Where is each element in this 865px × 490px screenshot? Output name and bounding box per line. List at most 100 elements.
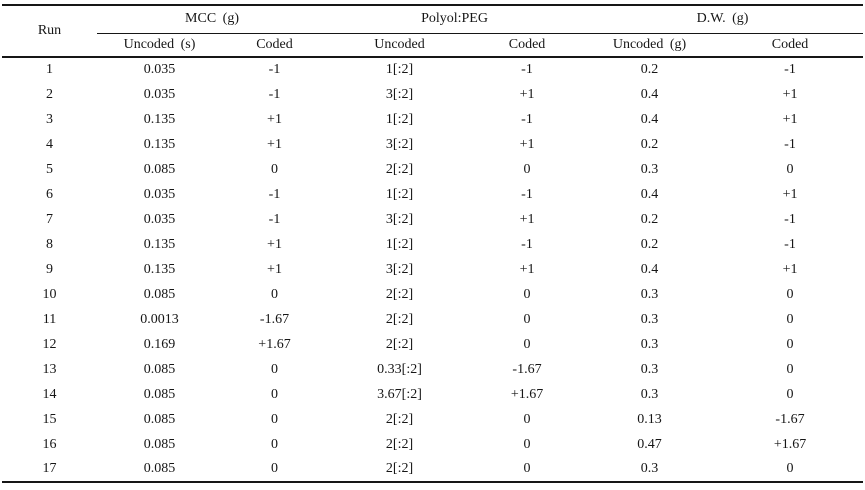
- cell-mcc-coded: -1.67: [259, 311, 290, 327]
- cell-run: 5: [46, 161, 53, 177]
- cell-dw-coded: -1.67: [775, 411, 805, 427]
- cell-mcc-uncoded: 0.035: [143, 211, 176, 227]
- cell-dw-coded: +1: [782, 86, 798, 102]
- group-header-row: Run MCC (g) Polyol:PEG D.W. (g): [2, 5, 864, 58]
- cell-polyol-coded: -1: [521, 111, 533, 127]
- table-row: 5 0.085 0 2[:2] 0 0.3 0: [2, 157, 863, 182]
- sub-header-row: Uncoded (s) Coded Uncoded Coded Uncoded …: [2, 33, 864, 58]
- cell-polyol-uncoded: 3[:2]: [385, 136, 414, 152]
- cell-run: 10: [42, 286, 57, 302]
- cell-dw-uncoded: 0.4: [640, 111, 659, 127]
- cell-polyol-coded: 0: [523, 336, 531, 352]
- cell-polyol-uncoded: 2[:2]: [385, 336, 414, 352]
- table-body: 1 0.035 -1 1[:2] -1 0.2 -1 2 0.035 -1 3[:2] +1 0.4 +1…: [2, 57, 863, 482]
- cell-dw-coded: 0: [786, 286, 794, 302]
- table-row: 6 0.035 -1 1[:2] -1 0.4 +1: [2, 182, 863, 207]
- cell-mcc-coded: 0: [271, 361, 278, 377]
- cell-mcc-uncoded: 0.135: [143, 236, 176, 252]
- cell-dw-uncoded: 0.3: [640, 161, 659, 177]
- cell-mcc-uncoded: 0.085: [143, 286, 176, 302]
- cell-dw-coded: -1: [784, 62, 796, 77]
- cell-dw-uncoded: 0.3: [640, 286, 659, 302]
- group-header-polyol-peg: Polyol:PEG: [327, 5, 583, 34]
- cell-mcc-uncoded: 0.135: [143, 261, 176, 277]
- cell-polyol-uncoded: 2[:2]: [385, 411, 414, 427]
- cell-polyol-coded: +1: [519, 211, 535, 227]
- cell-dw-coded: +1: [782, 186, 798, 202]
- cell-polyol-uncoded: 3[:2]: [385, 86, 414, 102]
- cell-mcc-uncoded: 0.085: [143, 361, 176, 377]
- cell-mcc-uncoded: 0.085: [143, 461, 176, 476]
- table-row: 17 0.085 0 2[:2] 0 0.3 0: [2, 457, 863, 482]
- group-header-mcc: MCC (g): [97, 5, 328, 34]
- cell-run: 6: [46, 186, 53, 202]
- cell-polyol-coded: -1: [521, 62, 533, 77]
- cell-polyol-coded: 0: [523, 311, 531, 327]
- cell-dw-coded: -1: [784, 211, 796, 227]
- cell-dw-uncoded: 0.4: [640, 261, 659, 277]
- sub-header-mcc-uncoded: Uncoded (s): [97, 33, 222, 58]
- table-row: 3 0.135 +1 1[:2] -1 0.4 +1: [2, 107, 863, 132]
- cell-dw-uncoded: 0.3: [640, 361, 659, 377]
- cell-dw-coded: 0: [786, 386, 794, 402]
- cell-mcc-uncoded: 0.085: [143, 386, 176, 402]
- cell-polyol-coded: 0: [523, 286, 531, 302]
- sub-header-dw-uncoded: Uncoded (g): [582, 33, 718, 58]
- cell-mcc-uncoded: 0.085: [143, 436, 176, 452]
- doe-table-container: Run MCC (g) Polyol:PEG D.W. (g) Uncoded …: [2, 4, 864, 483]
- cell-polyol-uncoded: 1[:2]: [385, 62, 414, 77]
- cell-mcc-uncoded: 0.135: [143, 111, 176, 127]
- cell-dw-uncoded: 0.4: [640, 86, 659, 102]
- cell-mcc-coded: 0: [271, 436, 278, 452]
- col-header-run: Run: [2, 5, 97, 58]
- cell-dw-uncoded: 0.3: [640, 386, 659, 402]
- sub-header-mcc-coded: Coded: [222, 33, 328, 58]
- cell-run: 2: [46, 86, 53, 102]
- cell-polyol-uncoded: 3[:2]: [385, 261, 414, 277]
- cell-mcc-coded: 0: [271, 286, 278, 302]
- cell-mcc-coded: -1: [268, 62, 281, 77]
- cell-polyol-coded: -1: [521, 186, 533, 202]
- cell-dw-coded: 0: [786, 461, 794, 476]
- cell-dw-uncoded: 0.3: [640, 461, 659, 476]
- table-row: 9 0.135 +1 3[:2] +1 0.4 +1: [2, 257, 863, 282]
- cell-mcc-coded: +1: [267, 236, 282, 252]
- cell-polyol-coded: +1: [519, 136, 535, 152]
- cell-polyol-uncoded: 1[:2]: [385, 186, 414, 202]
- cell-polyol-coded: +1.67: [510, 386, 544, 402]
- cell-polyol-uncoded: 2[:2]: [385, 286, 414, 302]
- cell-mcc-coded: 0: [271, 411, 278, 427]
- cell-polyol-uncoded: 1[:2]: [385, 111, 414, 127]
- table-row: 15 0.085 0 2[:2] 0 0.13 -1.67: [2, 407, 863, 432]
- cell-dw-coded: 0: [786, 336, 794, 352]
- table-row: 13 0.085 0 0.33[:2] -1.67 0.3 0: [2, 357, 863, 382]
- cell-run: 9: [46, 261, 53, 277]
- cell-mcc-coded: +1: [267, 261, 282, 277]
- cell-mcc-uncoded: 0.085: [143, 411, 176, 427]
- cell-polyol-coded: 0: [523, 161, 531, 177]
- cell-run: 1: [46, 62, 53, 77]
- cell-dw-uncoded: 0.2: [640, 62, 659, 77]
- cell-dw-uncoded: 0.13: [637, 411, 662, 427]
- cell-dw-coded: -1: [784, 236, 796, 252]
- cell-run: 8: [46, 236, 53, 252]
- cell-polyol-coded: -1.67: [512, 361, 542, 377]
- table-row: 2 0.035 -1 3[:2] +1 0.4 +1: [2, 82, 863, 107]
- sub-header-dw-coded: Coded: [717, 33, 864, 58]
- cell-polyol-uncoded: 1[:2]: [385, 236, 414, 252]
- cell-mcc-uncoded: 0.135: [143, 136, 176, 152]
- cell-run: 15: [42, 411, 57, 427]
- cell-dw-coded: +1: [782, 261, 798, 277]
- cell-polyol-uncoded: 0.33[:2]: [377, 361, 422, 377]
- table-row: 7 0.035 -1 3[:2] +1 0.2 -1: [2, 207, 863, 232]
- table-row: 11 0.0013 -1.67 2[:2] 0 0.3 0: [2, 307, 863, 332]
- cell-polyol-uncoded: 2[:2]: [385, 161, 414, 177]
- table-row: 14 0.085 0 3.67[:2] +1.67 0.3 0: [2, 382, 863, 407]
- cell-dw-uncoded: 0.4: [640, 186, 659, 202]
- table-row: 16 0.085 0 2[:2] 0 0.47 +1.67: [2, 432, 863, 457]
- table-row: 4 0.135 +1 3[:2] +1 0.2 -1: [2, 132, 863, 157]
- table-row: 1 0.035 -1 1[:2] -1 0.2 -1: [2, 57, 863, 82]
- cell-run: 7: [46, 211, 53, 227]
- cell-dw-uncoded: 0.47: [637, 436, 662, 452]
- cell-mcc-coded: +1.67: [258, 336, 291, 352]
